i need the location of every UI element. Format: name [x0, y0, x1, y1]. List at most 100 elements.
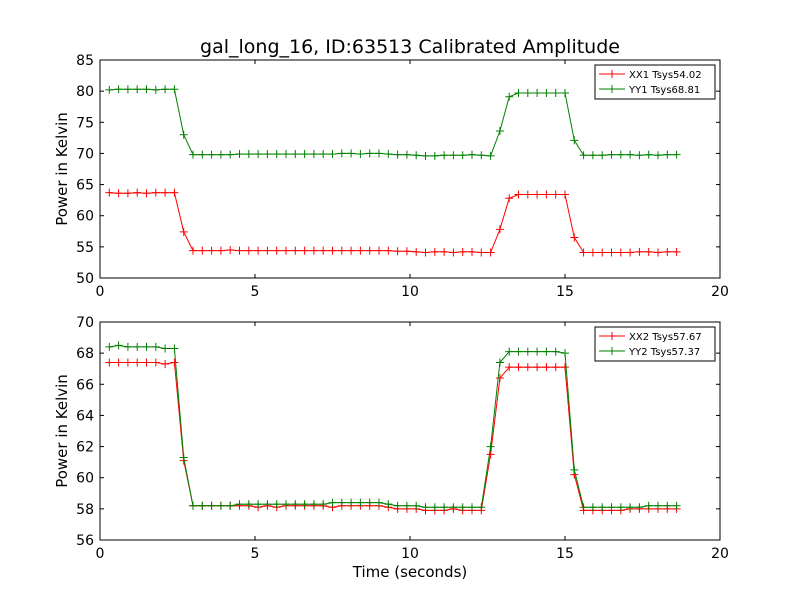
data-point-marker	[244, 500, 253, 509]
data-point-marker	[598, 248, 607, 257]
data-point-marker	[291, 246, 300, 255]
data-point-marker	[551, 89, 560, 98]
data-point-marker	[375, 246, 383, 255]
y-tick-label: 64	[76, 408, 94, 424]
data-point-marker	[254, 246, 263, 255]
data-point-marker	[170, 344, 179, 353]
series-yy1	[105, 85, 681, 160]
y-tick-label: 70	[76, 315, 94, 331]
data-point-marker	[244, 246, 253, 255]
data-point-marker	[114, 358, 123, 367]
data-point-marker	[468, 247, 476, 256]
data-point-marker	[300, 246, 309, 255]
y-axis-label: Power in Kelvin	[53, 374, 71, 488]
data-point-marker	[365, 246, 374, 255]
data-point-marker	[551, 363, 560, 372]
chart-title: gal_long_16, ID:63513 Calibrated Amplitu…	[200, 36, 620, 58]
data-point-marker	[468, 150, 476, 159]
data-point-marker	[161, 188, 170, 197]
data-point-marker	[607, 150, 616, 159]
data-point-marker	[393, 150, 402, 159]
y-tick-label: 70	[76, 146, 94, 162]
data-point-marker	[533, 190, 542, 199]
data-point-marker	[384, 500, 393, 509]
legend-label: YY2 Tsys57.37	[628, 347, 700, 358]
data-point-marker	[458, 503, 467, 512]
data-point-marker	[216, 246, 225, 255]
series-xx1	[105, 188, 681, 257]
data-point-marker	[458, 151, 467, 160]
y-tick-label: 62	[76, 440, 94, 456]
legend-label: YY1 Tsys68.81	[628, 85, 700, 96]
data-point-marker	[244, 150, 253, 159]
data-point-marker	[133, 342, 142, 351]
data-point-marker	[440, 151, 449, 160]
data-point-marker	[123, 358, 132, 367]
data-point-marker	[328, 498, 337, 507]
x-tick-label: 20	[711, 284, 729, 300]
data-point-marker	[142, 189, 151, 198]
data-point-marker	[523, 363, 532, 372]
data-point-marker	[123, 85, 132, 94]
data-point-marker	[561, 89, 569, 98]
data-point-marker	[198, 501, 207, 510]
data-point-marker	[263, 150, 272, 159]
data-point-marker	[495, 127, 504, 136]
data-point-marker	[235, 150, 244, 159]
data-point-marker	[235, 500, 244, 509]
data-point-marker	[105, 85, 114, 94]
data-point-marker	[347, 246, 356, 255]
data-point-marker	[551, 347, 560, 356]
data-point-marker	[384, 150, 393, 159]
legend-label: XX1 Tsys54.02	[629, 70, 702, 81]
data-point-marker	[365, 149, 374, 158]
data-point-marker	[170, 188, 179, 197]
data-point-marker	[523, 89, 532, 98]
y-tick-label: 56	[76, 533, 94, 549]
data-point-marker	[449, 248, 458, 257]
data-point-marker	[616, 503, 625, 512]
data-point-marker	[635, 247, 644, 256]
data-point-marker	[142, 358, 151, 367]
data-point-marker	[133, 188, 142, 197]
data-point-marker	[356, 498, 365, 507]
x-tick-label: 20	[711, 546, 729, 562]
data-point-marker	[635, 503, 644, 512]
data-point-marker	[319, 150, 328, 159]
data-point-marker	[626, 503, 635, 512]
data-point-marker	[477, 248, 486, 257]
data-point-marker	[588, 151, 597, 160]
y-tick-label: 60	[76, 209, 94, 225]
data-point-marker	[328, 150, 337, 159]
data-point-marker	[170, 85, 179, 94]
data-point-marker	[207, 150, 216, 159]
data-point-marker	[189, 501, 197, 510]
data-point-marker	[291, 500, 300, 509]
data-point-marker	[654, 151, 662, 160]
data-point-marker	[226, 245, 235, 254]
data-point-marker	[114, 85, 123, 94]
data-point-marker	[151, 85, 160, 94]
x-tick-label: 5	[251, 546, 260, 562]
data-point-marker	[663, 501, 672, 510]
data-point-marker	[570, 136, 579, 145]
data-point-marker	[170, 358, 179, 367]
legend: XX1 Tsys54.02 YY1 Tsys68.81	[594, 64, 716, 100]
y-tick-label: 85	[76, 53, 94, 69]
data-point-marker	[151, 188, 160, 197]
data-point-marker	[551, 190, 560, 199]
legend-label: XX2 Tsys57.67	[629, 332, 702, 343]
data-point-marker	[514, 89, 523, 98]
data-point-marker	[254, 150, 263, 159]
data-point-marker	[477, 151, 486, 160]
data-point-marker	[672, 150, 681, 159]
data-point-marker	[393, 247, 402, 256]
data-point-marker	[495, 358, 504, 367]
data-point-marker	[449, 151, 458, 160]
data-point-marker	[263, 500, 272, 509]
data-point-marker	[542, 363, 551, 372]
data-point-marker	[198, 150, 207, 159]
data-point-marker	[393, 501, 402, 510]
data-point-marker	[356, 246, 365, 255]
data-point-marker	[570, 465, 579, 474]
